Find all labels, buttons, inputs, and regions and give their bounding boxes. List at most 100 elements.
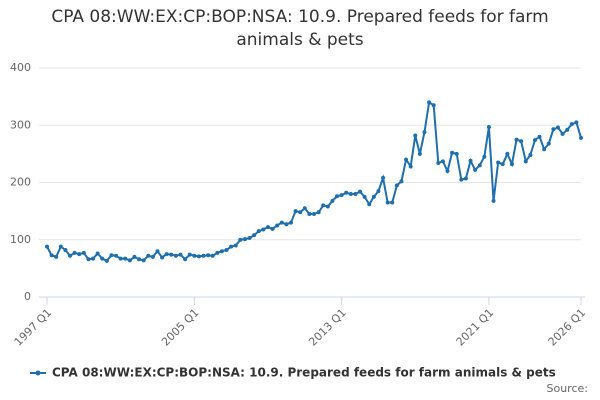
point [275, 223, 280, 228]
point [210, 253, 215, 258]
point [330, 198, 335, 203]
x-tick-label: 1997 Q1 [12, 306, 55, 349]
point [362, 194, 367, 199]
point [454, 151, 459, 156]
legend-marker [35, 370, 41, 376]
point [565, 127, 570, 132]
point [477, 163, 482, 168]
point [546, 141, 551, 146]
point [63, 248, 68, 253]
point [173, 253, 178, 258]
point [68, 253, 73, 258]
point [192, 253, 197, 258]
point [445, 169, 450, 174]
point [146, 253, 151, 258]
point [417, 151, 422, 156]
point [114, 253, 119, 258]
series-line [46, 100, 582, 263]
point [86, 257, 91, 262]
point [141, 258, 146, 263]
point [224, 248, 229, 253]
point [555, 125, 560, 130]
point [367, 202, 372, 207]
point [118, 256, 123, 261]
point [279, 220, 284, 225]
point [385, 200, 390, 205]
point [440, 159, 445, 164]
point [496, 160, 501, 165]
point [335, 194, 340, 199]
point [468, 158, 473, 163]
point [261, 227, 266, 232]
point [206, 253, 211, 258]
y-tick-label: 200 [10, 176, 31, 189]
point [123, 256, 128, 261]
point [408, 164, 413, 169]
point [532, 138, 537, 143]
point [348, 191, 353, 196]
point [238, 237, 243, 242]
point [100, 256, 105, 261]
x-tick-label: 2013 Q1 [306, 306, 349, 349]
point [58, 244, 63, 249]
point [358, 189, 363, 194]
y-tick-label: 0 [24, 290, 31, 303]
legend-label: CPA 08:WW:EX:CP:BOP:NSA: 10.9. Prepared … [52, 366, 556, 380]
point [339, 193, 344, 198]
x-tick-label: 2005 Q1 [159, 306, 202, 349]
point [293, 209, 298, 214]
point [72, 250, 77, 255]
point [463, 176, 468, 181]
point [183, 257, 188, 262]
point [509, 162, 514, 167]
point [77, 252, 82, 257]
point [491, 198, 496, 203]
point [505, 151, 510, 156]
point [436, 161, 441, 166]
point [325, 204, 330, 209]
point [132, 254, 137, 259]
point [574, 120, 579, 125]
point [427, 100, 432, 105]
point [579, 135, 583, 140]
y-tick-label: 100 [10, 233, 31, 246]
point [256, 229, 261, 234]
point [473, 167, 478, 172]
point [95, 251, 100, 256]
point [160, 255, 165, 260]
point [54, 254, 59, 259]
point [270, 226, 275, 231]
point [404, 157, 409, 162]
point [450, 150, 455, 155]
y-tick-label: 300 [10, 118, 31, 131]
point [201, 253, 206, 258]
point [127, 258, 132, 263]
point [376, 189, 381, 194]
point [298, 210, 303, 215]
point [569, 122, 574, 127]
point [431, 103, 436, 108]
x-tick-label: 2026 Q1 [546, 306, 589, 349]
point [178, 252, 183, 257]
point [219, 249, 224, 254]
point [560, 131, 565, 136]
point [265, 225, 270, 230]
point [137, 257, 142, 262]
point [381, 175, 386, 180]
point [49, 253, 54, 258]
point [523, 159, 528, 164]
point [353, 191, 358, 196]
point [91, 256, 96, 261]
point [307, 211, 312, 216]
y-tick-label: 400 [10, 61, 31, 74]
point [104, 258, 109, 263]
point [316, 210, 321, 215]
point [422, 130, 427, 135]
x-tick-label: 2021 Q1 [454, 306, 497, 349]
point [187, 252, 192, 257]
point [459, 177, 464, 182]
point [390, 200, 395, 205]
point [164, 252, 169, 257]
point [109, 253, 114, 258]
